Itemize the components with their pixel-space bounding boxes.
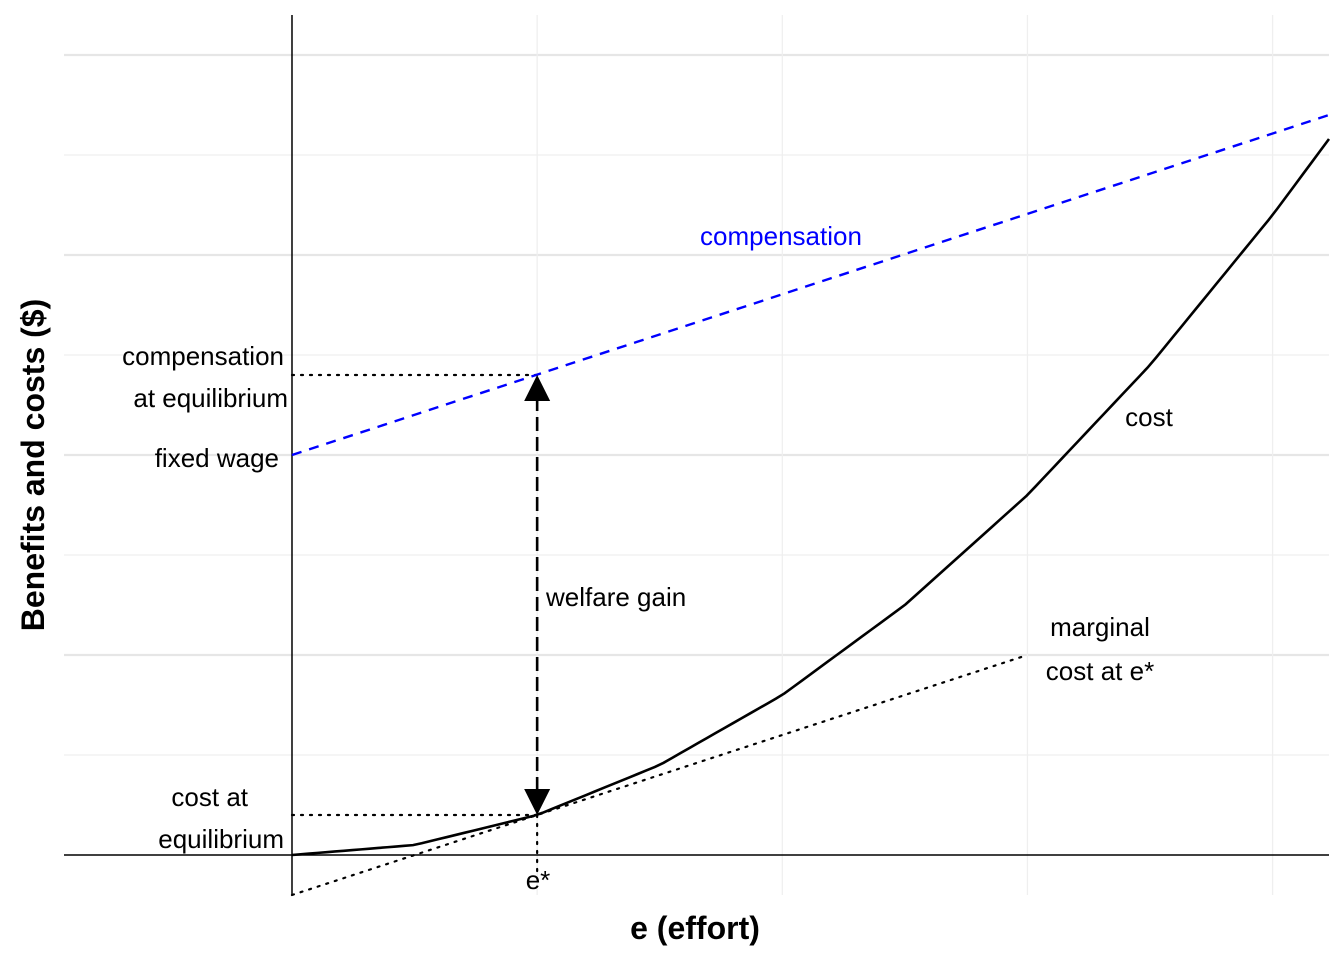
x-axis-title: e (effort) <box>630 910 760 946</box>
compensation-at-equilibrium-label-line1: compensation <box>122 341 284 371</box>
series <box>290 113 1331 897</box>
cost-series-label: cost <box>1125 402 1173 432</box>
marginal-cost-label-line2: cost at e* <box>1046 656 1154 686</box>
marginal-cost-label-line1: marginal <box>1050 612 1150 642</box>
cost-at-equilibrium-label-line1: cost at <box>171 782 248 812</box>
grid <box>64 15 1329 895</box>
welfare-gain-arrowhead-bottom <box>524 789 551 815</box>
compensation-line <box>291 113 1330 457</box>
cost-curve <box>291 138 1331 857</box>
y-axis-title: Benefits and costs ($) <box>15 299 51 632</box>
welfare-gain-arrow <box>524 375 551 815</box>
marginal-cost-tangent <box>290 653 1029 897</box>
cost-at-equilibrium-label-line2: equilibrium <box>158 824 284 854</box>
compensation-at-equilibrium-label-line2: at equilibrium <box>133 383 288 413</box>
guides <box>290 373 539 877</box>
welfare-gain-label: welfare gain <box>545 582 686 612</box>
fixed-wage-label: fixed wage <box>155 443 279 473</box>
compensation-series-label: compensation <box>700 221 862 251</box>
x-marker-label: e* <box>526 865 551 895</box>
welfare-gain-arrowhead-top <box>524 375 551 401</box>
